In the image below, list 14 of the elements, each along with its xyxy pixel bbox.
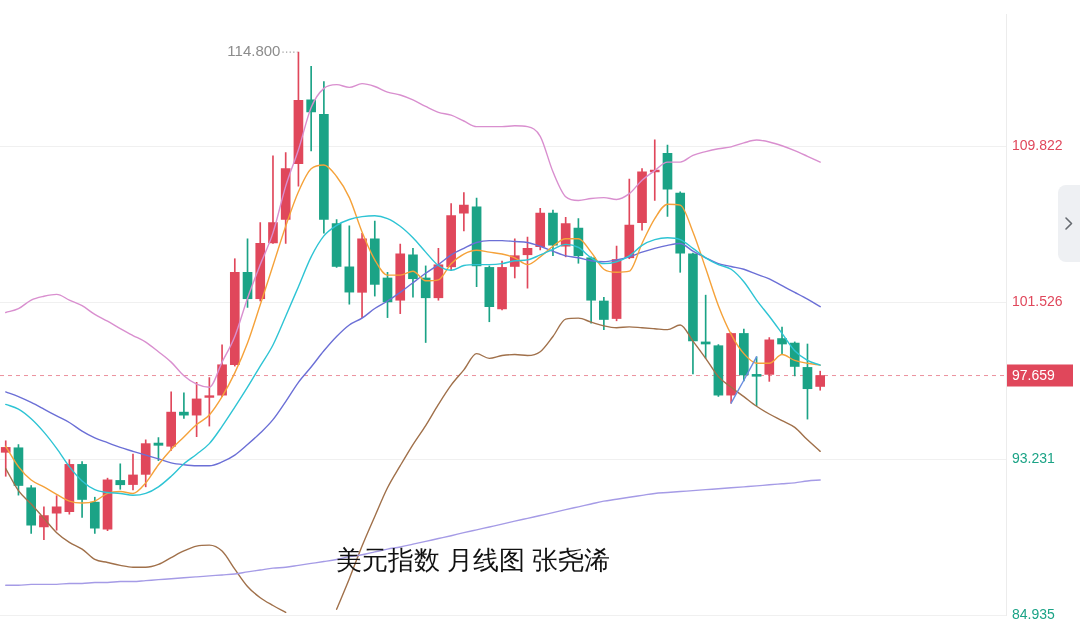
y-tick-label: 93.231 [1012, 449, 1056, 466]
candlestick [268, 155, 278, 244]
line-series [5, 215, 821, 497]
line-series [5, 479, 821, 587]
annotation: 114.800 [227, 42, 281, 60]
ref-line-label: 97.659 [1012, 367, 1056, 384]
annotation: 美元指数 月线图 张尧浠 [335, 544, 611, 575]
candlestick [115, 463, 126, 490]
y-tick-label: 84.935 [1012, 606, 1056, 623]
y-tick-label: 109.822 [1012, 136, 1063, 153]
line-series [5, 82, 821, 388]
y-tick-label: 101.526 [1012, 293, 1063, 310]
line-series [5, 239, 821, 467]
candlestick [459, 192, 469, 232]
